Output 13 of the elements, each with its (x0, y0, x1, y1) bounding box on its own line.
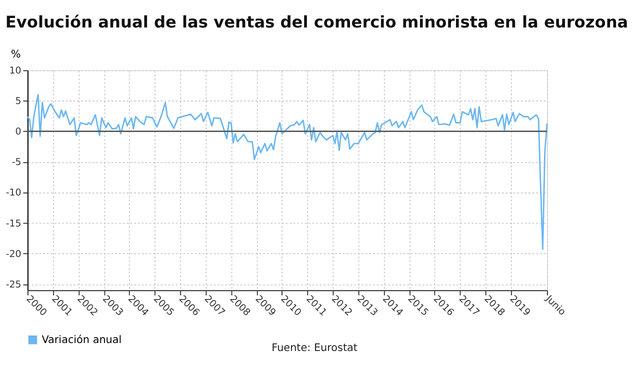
y-tick-label: 5 (15, 96, 22, 108)
chart-title: Evolución anual de las ventas del comercio minorista en la eurozona (5, 12, 628, 32)
y-tick-label: -20 (6, 248, 22, 260)
source-note: Fuente: Eurostat (272, 342, 358, 354)
y-tick-label: 10 (9, 66, 22, 77)
y-tick-label: 0 (15, 126, 22, 138)
y-tick-label: -15 (6, 218, 22, 230)
y-tick-label: -5 (12, 157, 22, 168)
line-series (26, 94, 548, 250)
legend-label: Variación anual (42, 334, 122, 346)
y-tick-label: -25 (6, 279, 22, 290)
y-axis-title: % (10, 48, 21, 60)
y-tick-label: -10 (6, 188, 22, 199)
